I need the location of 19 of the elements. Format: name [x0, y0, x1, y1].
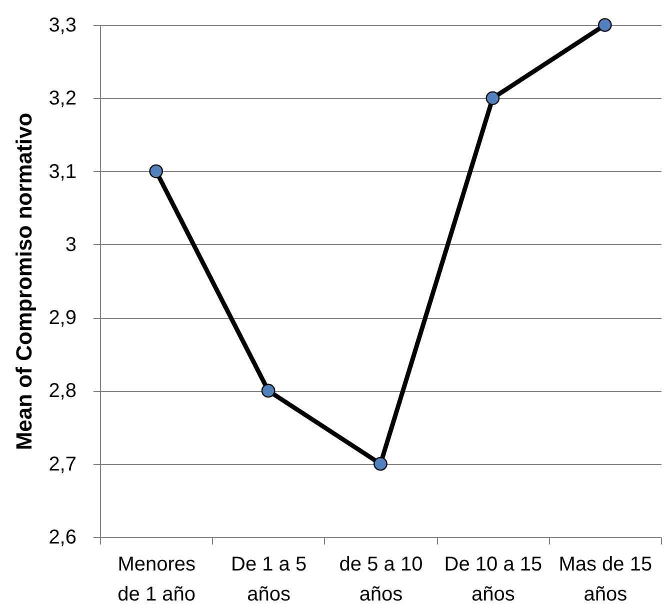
y-tick-label: 3: [65, 234, 76, 256]
y-tick-label: 3,2: [48, 88, 76, 110]
y-tick-label: 3,1: [48, 160, 76, 183]
point: [261, 384, 276, 398]
y-tick-label: 3,3: [48, 14, 76, 36]
x-tick-label: Menores de 1 año: [118, 554, 196, 606]
point: [598, 18, 612, 32]
point: [486, 91, 500, 106]
y-tick-label: 2,7: [48, 453, 76, 476]
point: [374, 456, 388, 471]
x-tick-label: De 1 a 5 años: [230, 554, 307, 606]
x-tick-label: De 10 a 15 años: [444, 554, 542, 606]
x-tick-label: de 5 a 10 años: [339, 554, 423, 606]
point: [149, 164, 164, 178]
y-tick-label: 2,9: [48, 307, 76, 330]
y-tick-label: 2,8: [48, 380, 76, 402]
y-tick-label: 2,6: [48, 526, 76, 548]
y-axis-title: Mean of Compromiso normativo: [12, 112, 37, 450]
x-tick-label: Mas de 15 años: [558, 554, 652, 606]
